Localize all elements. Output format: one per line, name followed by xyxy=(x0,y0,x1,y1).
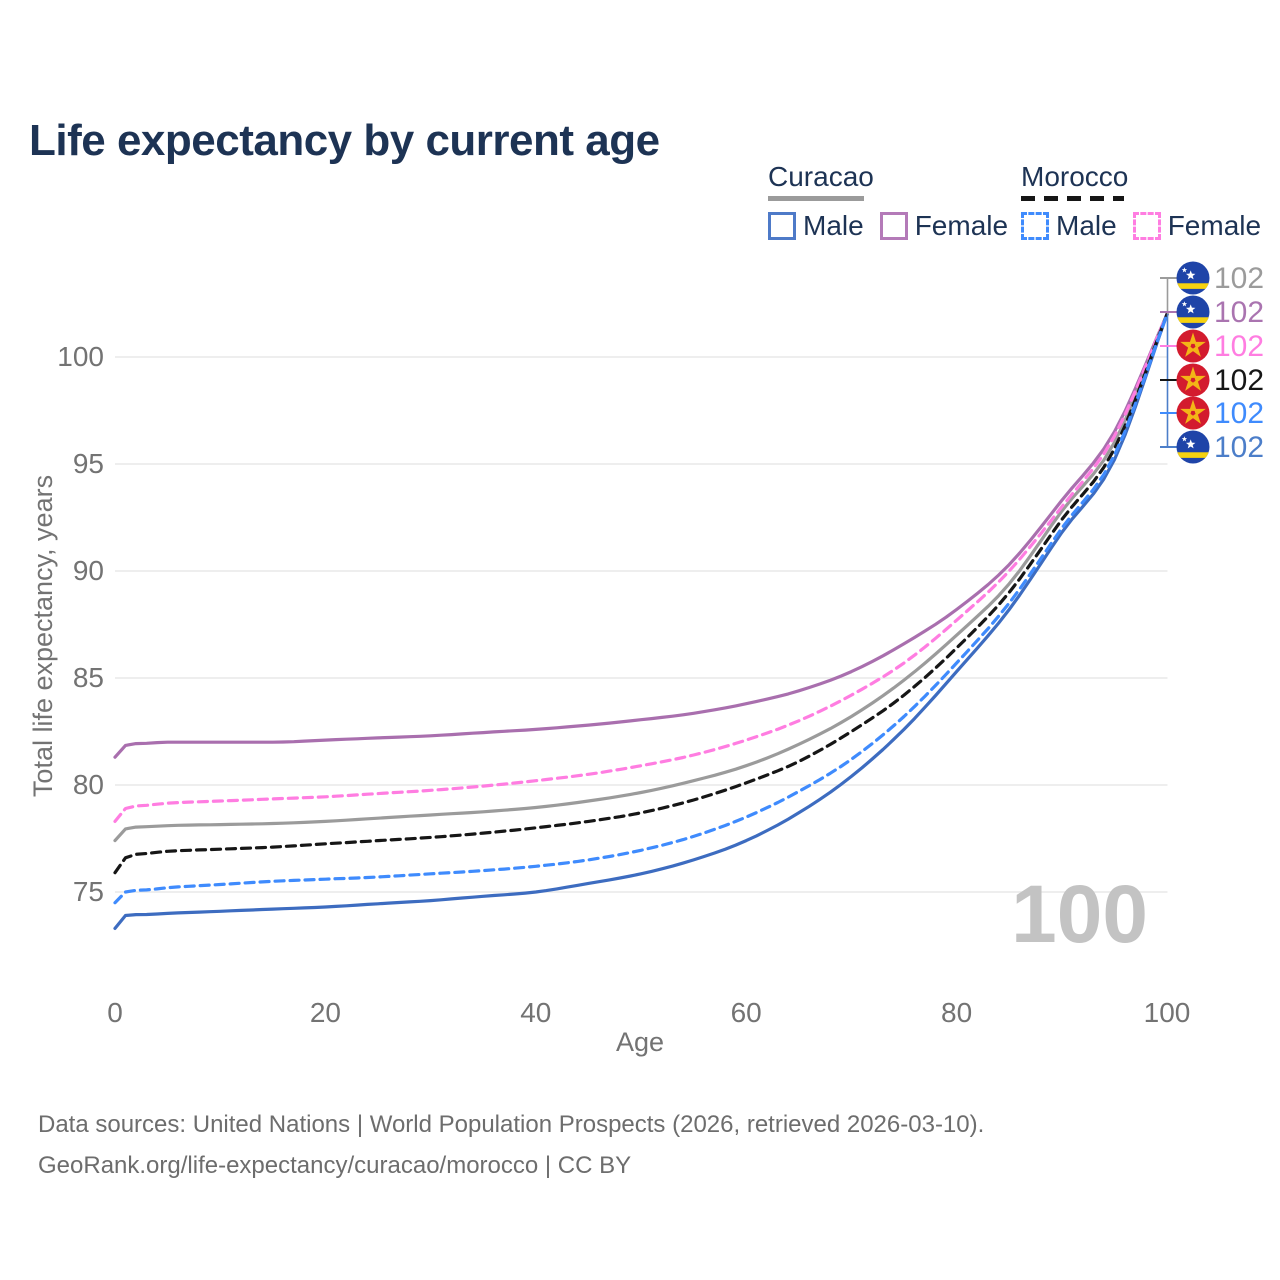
legend-item-curacao-female[interactable]: Female xyxy=(879,210,1009,242)
legend-group-curacao: Curacao Male Female xyxy=(768,162,1008,242)
series-line-curacao-female[interactable] xyxy=(113,312,1169,759)
y-tick-label-75: 75 xyxy=(73,876,104,907)
x-tick-label-40: 40 xyxy=(520,997,551,1028)
legend-swatch-morocco-male-icon xyxy=(1021,212,1049,241)
y-tick-label-95: 95 xyxy=(73,448,104,479)
flag-morocco-icon xyxy=(1176,329,1210,363)
x-axis-title: Age xyxy=(616,1027,664,1057)
y-axis-title: Total life expectancy, years xyxy=(28,475,58,797)
legend-group-title-curacao: Curacao xyxy=(768,161,874,192)
flag-morocco-icon xyxy=(1176,363,1210,397)
legend-group-title-morocco: Morocco xyxy=(1021,161,1129,192)
legend-underline-curacao xyxy=(768,196,864,202)
legend-item-label: Female xyxy=(1167,210,1262,242)
end-value-label-curacao-both-sexes: 102 xyxy=(1214,262,1264,295)
leader-lines xyxy=(1160,277,1178,448)
series-line-morocco-female[interactable] xyxy=(113,312,1169,823)
x-tick-label-0: 0 xyxy=(107,997,123,1028)
legend-underline-morocco xyxy=(1021,196,1124,202)
legend-item-label: Male xyxy=(1056,210,1117,242)
series-line-morocco-male[interactable] xyxy=(113,312,1169,905)
end-value-label-morocco-female: 102 xyxy=(1214,330,1264,363)
end-value-label-curacao-male: 102 xyxy=(1214,431,1264,464)
x-tick-label-20: 20 xyxy=(310,997,341,1028)
legend-swatch-curacao-female-icon xyxy=(879,212,908,241)
legend-item-label: Female xyxy=(914,210,1009,242)
y-tick-label-100: 100 xyxy=(57,341,104,372)
end-value-label-curacao-female: 102 xyxy=(1214,296,1264,329)
legend-item-morocco-female[interactable]: Female xyxy=(1132,210,1262,242)
end-value-label-morocco-both-sexes: 102 xyxy=(1214,364,1264,397)
legend-swatch-curacao-male-icon xyxy=(768,212,796,241)
end-value-label-morocco-male: 102 xyxy=(1214,397,1264,430)
flag-curacao-icon xyxy=(1176,295,1210,329)
footer-attribution: GeoRank.org/life-expectancy/curacao/moro… xyxy=(38,1152,632,1179)
y-tick-label-80: 80 xyxy=(73,769,104,800)
flag-curacao-icon xyxy=(1176,430,1210,464)
x-tick-label-80: 80 xyxy=(941,997,972,1028)
legend-group-morocco: Morocco Male Female xyxy=(1021,162,1261,242)
legend-item-morocco-male[interactable]: Male xyxy=(1021,210,1117,242)
x-tick-label-60: 60 xyxy=(731,997,762,1028)
x-tick-label-100: 100 xyxy=(1144,997,1191,1028)
page-title: Life expectancy by current age xyxy=(29,116,660,166)
age-watermark: 100 xyxy=(1011,869,1148,960)
series-line-morocco-both-sexes[interactable] xyxy=(113,312,1169,875)
legend-item-curacao-male[interactable]: Male xyxy=(768,210,864,242)
legend-item-label: Male xyxy=(803,210,864,242)
y-tick-label-85: 85 xyxy=(73,662,104,693)
legend-swatch-morocco-female-icon xyxy=(1132,212,1161,241)
series-line-curacao-male[interactable] xyxy=(113,312,1169,930)
series-line-curacao-both-sexes[interactable] xyxy=(113,312,1169,843)
y-tick-label-90: 90 xyxy=(73,555,104,586)
footer: Data sources: United Nations | World Pop… xyxy=(38,1104,984,1186)
flag-morocco-icon xyxy=(1176,396,1210,430)
footer-data-sources: Data sources: United Nations | World Pop… xyxy=(38,1111,985,1138)
flag-curacao-icon xyxy=(1176,261,1210,295)
